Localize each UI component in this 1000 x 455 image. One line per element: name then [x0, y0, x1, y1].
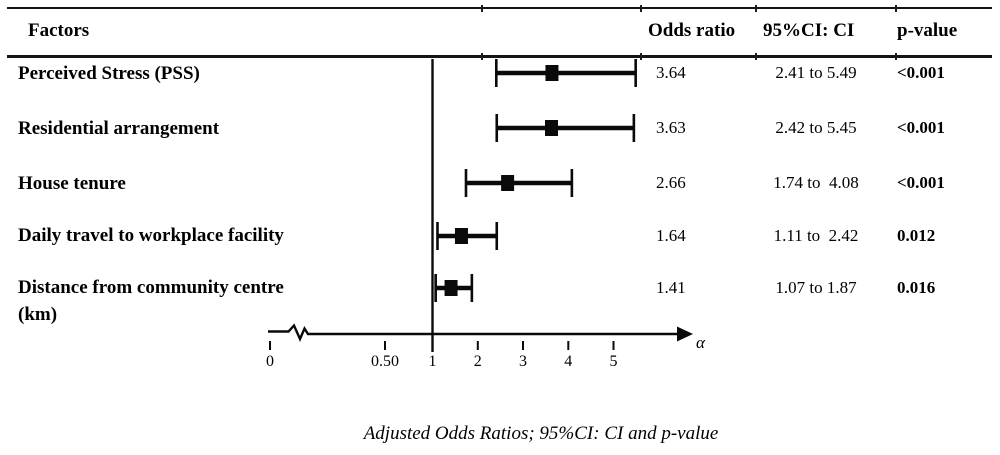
odds-ratio-value: 1.41: [656, 278, 686, 297]
table-grid-mark: [481, 53, 483, 60]
p-value: 0.012: [897, 226, 936, 245]
table-grid-mark: [755, 53, 757, 60]
factor-label: Perceived Stress (PSS): [18, 63, 200, 84]
factor-label-line1: Distance from community centre: [18, 277, 284, 298]
or-point-marker: [454, 228, 468, 244]
or-point-marker: [545, 65, 559, 81]
axis-tick-label-3: 3: [519, 353, 527, 370]
axis-tick-label-0.50: 0.50: [371, 353, 399, 370]
axis-tick-label-0: 0: [266, 353, 274, 370]
table-grid-mark: [640, 5, 642, 12]
table-grid-mark: [895, 53, 897, 60]
ci-bar-row-4: [434, 274, 474, 302]
table-grid-mark: [481, 5, 483, 12]
or-point-marker: [545, 120, 559, 136]
ci-value: 2.41 to 5.49: [775, 63, 857, 82]
ci-value: 1.07 to 1.87: [775, 278, 857, 297]
p-value: 0.016: [897, 278, 936, 297]
or-point-marker: [501, 175, 515, 191]
header-bottom-rule: [7, 55, 992, 58]
column-header-factors: Factors: [28, 20, 90, 41]
factor-label: Residential arrangement: [18, 118, 220, 139]
factor-label-line2: (km): [18, 304, 58, 325]
ci-bar-row-1: [495, 114, 636, 142]
table-grid-mark: [895, 5, 897, 12]
axis-tick-label-2: 2: [474, 353, 482, 370]
axis-arrow-label: α: [696, 333, 706, 352]
axis-tick-label-4: 4: [564, 353, 572, 370]
factor-label: House tenure: [18, 173, 126, 194]
ci-bar-row-0: [495, 59, 637, 87]
odds-ratio-value: 2.66: [656, 173, 686, 192]
figure-caption: Adjusted Odds Ratios; 95%CI: CI and p-va…: [363, 423, 719, 444]
factor-label: Daily travel to workplace facility: [18, 225, 284, 246]
table-top-rule: [7, 7, 992, 9]
column-header-ci: 95%CI: CI: [763, 20, 855, 41]
or-point-marker: [444, 280, 458, 296]
ci-value: 1.74 to 4.08: [773, 173, 859, 192]
x-axis-line-with-break: [268, 323, 678, 342]
odds-ratio-value: 3.64: [656, 63, 686, 82]
axis-arrowhead: [677, 326, 693, 342]
column-header-p-value: p-value: [897, 20, 958, 41]
p-value: <0.001: [897, 173, 945, 192]
table-grid-mark: [755, 5, 757, 12]
odds-ratio-value: 3.63: [656, 118, 686, 137]
p-value: <0.001: [897, 63, 945, 82]
ci-bar-row-2: [464, 169, 574, 197]
odds-ratio-value: 1.64: [656, 226, 686, 245]
table-grid-mark: [640, 53, 642, 60]
p-value: <0.001: [897, 118, 945, 137]
column-header-odds-ratio: Odds ratio: [648, 20, 736, 41]
ci-value: 2.42 to 5.45: [775, 118, 857, 137]
axis-tick-label-1: 1: [429, 353, 437, 370]
axis-tick-label-5: 5: [610, 353, 618, 370]
factor-label: Distance from community centre (km): [18, 274, 284, 328]
ci-bar-row-3: [436, 222, 499, 250]
ci-value: 1.11 to 2.42: [773, 226, 859, 245]
